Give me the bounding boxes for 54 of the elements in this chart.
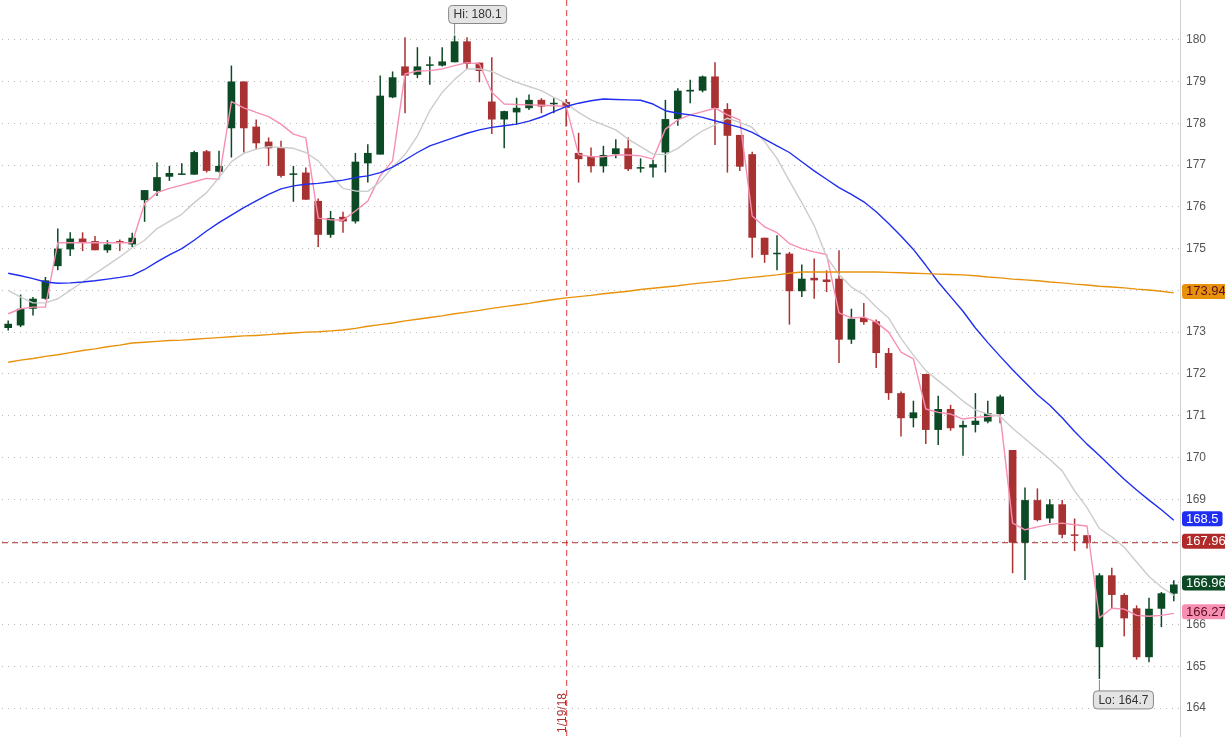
candlestick <box>177 162 186 176</box>
y-tick-label: 171 <box>1186 408 1207 423</box>
text: Lo: 164.7 <box>1098 692 1149 707</box>
candlestick <box>1107 567 1116 610</box>
candlestick <box>500 109 509 150</box>
candlestick <box>934 394 943 446</box>
candlestick <box>624 136 633 172</box>
candlestick <box>252 118 261 150</box>
x-tick-label: 1/19/18 <box>554 692 569 733</box>
candlestick <box>289 165 298 203</box>
candlestick <box>611 138 620 160</box>
y-tick-label: 169 <box>1186 491 1207 506</box>
text: Hi: 180.1 <box>453 7 502 22</box>
y-tick-label: 177 <box>1186 157 1207 172</box>
candlestick <box>1045 498 1054 524</box>
candlestick <box>450 34 459 63</box>
y-tick-label: 179 <box>1186 73 1207 88</box>
candlestick <box>463 36 471 70</box>
data-label: 168.5 <box>1186 510 1219 526</box>
candlestick <box>1120 592 1129 638</box>
y-tick-label: 178 <box>1186 115 1207 130</box>
y-tick-label: 176 <box>1186 199 1207 214</box>
text: 166.96 <box>1186 575 1225 591</box>
candlestick <box>587 146 595 174</box>
candlestick <box>153 161 161 197</box>
candlestick <box>388 70 397 99</box>
y-tick-label: 164 <box>1186 700 1207 715</box>
data-label: 166.27 <box>1186 603 1225 619</box>
candlestick <box>140 189 149 223</box>
candlestick <box>363 143 372 184</box>
candlestick <box>1169 579 1178 602</box>
candlestick <box>1033 487 1042 523</box>
candlestick <box>797 263 806 298</box>
y-tick-label: 165 <box>1186 658 1207 673</box>
candlestick <box>859 302 868 326</box>
data-label: 173.94 <box>1186 283 1225 299</box>
candlestick <box>760 236 769 264</box>
candlestick <box>487 56 496 135</box>
candlestick <box>909 399 918 429</box>
candlestick <box>996 394 1005 424</box>
candlestick <box>649 159 657 179</box>
candlestick <box>202 149 211 174</box>
y-tick-label: 173 <box>1186 324 1207 339</box>
candlestick <box>190 150 199 176</box>
y-tick-label: 170 <box>1186 449 1207 464</box>
y-tick-label: 172 <box>1186 366 1207 381</box>
ref-line-label: 167.96 <box>1186 533 1225 549</box>
candlestick <box>425 55 434 86</box>
y-tick-label: 175 <box>1186 240 1207 255</box>
candlestick <box>1157 591 1166 628</box>
y-tick-label: 166 <box>1186 616 1207 631</box>
candlestick <box>847 308 856 345</box>
y-tick-label: 180 <box>1186 32 1207 46</box>
candlestick <box>401 36 409 114</box>
